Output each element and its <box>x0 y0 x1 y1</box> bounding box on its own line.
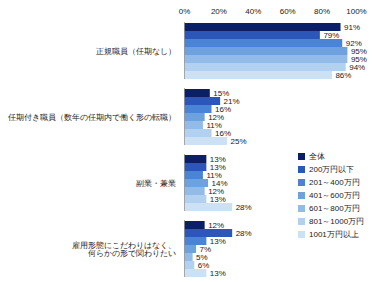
svg-text:雇用形態にこだわりはなく、何らかの形で関わりたい: 雇用形態にこだわりはなく、何らかの形で関わりたい <box>72 241 176 258</box>
svg-text:92%: 92% <box>345 39 362 49</box>
svg-text:0%: 0% <box>179 7 191 16</box>
svg-text:6%: 6% <box>198 261 210 270</box>
svg-text:95%: 95% <box>350 47 367 57</box>
svg-text:21%: 21% <box>223 97 240 107</box>
html-text:201～400万円: 201～400万円 <box>309 178 360 187</box>
html-text:401～600万円: 401～600万円 <box>309 191 360 200</box>
svg-text:12%: 12% <box>208 113 225 123</box>
svg-text:13%: 13% <box>210 269 226 278</box>
svg-text:28%: 28% <box>236 229 252 238</box>
svg-text:16%: 16% <box>215 129 231 138</box>
html-text:全体: 全体 <box>309 152 325 161</box>
svg-text:40%: 40% <box>245 7 261 16</box>
svg-text:28%: 28% <box>236 203 252 212</box>
svg-text:副業・兼業: 副業・兼業 <box>136 179 176 188</box>
svg-text:11%: 11% <box>206 171 222 181</box>
svg-text:5%: 5% <box>196 253 208 263</box>
html-text:1001万円以上: 1001万円以上 <box>309 230 359 239</box>
svg-text:91%: 91% <box>344 23 360 32</box>
svg-text:12%: 12% <box>208 187 225 197</box>
svg-text:13%: 13% <box>209 155 226 165</box>
html-text:801～1000万円: 801～1000万円 <box>309 217 365 226</box>
svg-text:94%: 94% <box>349 63 365 72</box>
svg-text:95%: 95% <box>350 55 367 65</box>
svg-text:100%: 100% <box>346 7 366 16</box>
svg-text:86%: 86% <box>335 71 351 80</box>
svg-text:正規職員（任期なし）: 正規職員（任期なし） <box>96 47 176 56</box>
html-text:200万円以下: 200万円以下 <box>309 165 355 174</box>
svg-text:12%: 12% <box>208 221 224 230</box>
svg-text:60%: 60% <box>280 7 296 16</box>
svg-text:13%: 13% <box>210 195 226 204</box>
svg-text:7%: 7% <box>199 245 212 255</box>
svg-text:13%: 13% <box>210 237 226 246</box>
svg-text:80%: 80% <box>314 7 330 16</box>
svg-text:11%: 11% <box>206 121 222 131</box>
svg-text:任期付き職員（数年の任期内で働く形の転職）: 任期付き職員（数年の任期内で働く形の転職） <box>7 113 176 122</box>
svg-text:16%: 16% <box>215 105 231 115</box>
svg-text:15%: 15% <box>213 89 230 99</box>
svg-text:79%: 79% <box>323 31 339 40</box>
svg-text:20%: 20% <box>211 7 227 16</box>
svg-text:25%: 25% <box>231 137 247 146</box>
svg-text:13%: 13% <box>209 163 226 173</box>
svg-text:14%: 14% <box>211 179 228 189</box>
html-text:601～800万円: 601～800万円 <box>309 204 360 213</box>
